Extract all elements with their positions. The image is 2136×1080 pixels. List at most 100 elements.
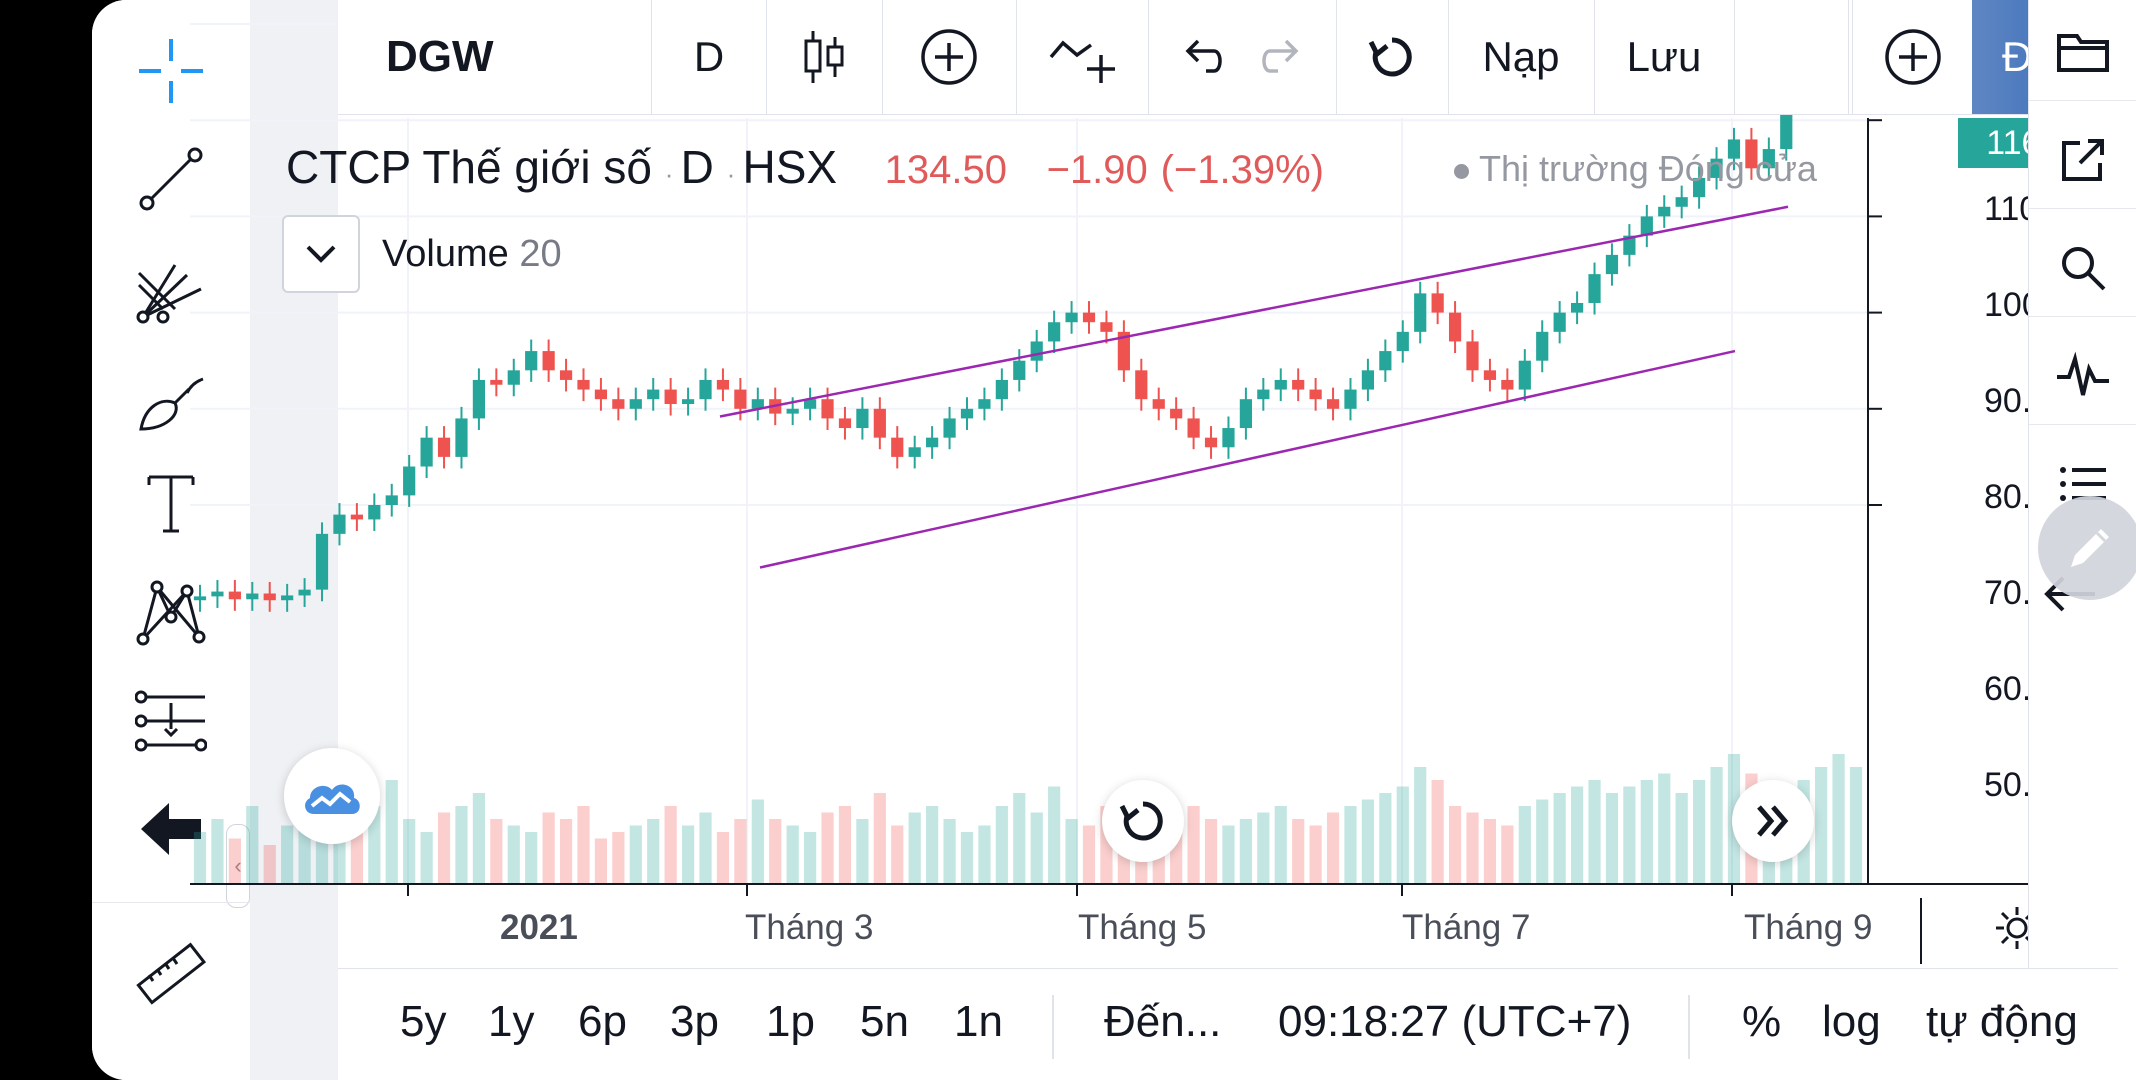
chart-type-button[interactable] [766,0,883,114]
volume-bar [1658,773,1671,884]
volume-bar [647,819,660,884]
add-button[interactable] [1852,0,1974,114]
candle [1239,399,1252,429]
empty-toolbar-space [1734,0,1849,114]
reload-icon [1368,37,1412,77]
text-tool-icon[interactable] [126,458,216,548]
range-1y-button[interactable]: 1y [488,997,535,1046]
range-1m-button[interactable]: 1p [766,997,815,1046]
goto-date-button[interactable]: Đến... [1104,997,1222,1046]
divider [1688,995,1690,1059]
volume-bar [525,832,538,884]
volume-bar [350,825,363,884]
search-button[interactable] [2029,220,2136,317]
folder-button[interactable] [2029,4,2136,101]
collapse-toolbar-tab[interactable]: ‹ [226,824,250,908]
pulse-button[interactable] [2029,328,2136,425]
candle [1257,389,1270,400]
volume-legend: Volume 20 [282,215,562,293]
symbol-search-button[interactable]: DGW [338,0,652,114]
range-5y-button[interactable]: 5y [400,997,447,1046]
save-layout-button[interactable]: Lưu [1594,0,1735,114]
draw-fab-button[interactable] [2038,496,2136,600]
candle [1361,370,1375,390]
candle [1309,389,1322,400]
undo-redo-group [1148,0,1337,114]
load-layout-button[interactable]: Nạp [1448,0,1595,114]
redo-icon[interactable] [1260,37,1308,77]
external-link-icon [2062,139,2104,181]
brush-icon[interactable] [126,358,216,448]
range-3m-button[interactable]: 3p [670,997,719,1046]
time-axis-label: Tháng 9 [1744,908,1873,947]
volume-bar [1849,767,1863,884]
candle [350,514,363,520]
ruler-icon[interactable] [126,930,216,1020]
plus-circle-icon [1885,29,1941,85]
folder-icon [2057,34,2109,72]
candle [1675,197,1688,207]
crosshair-icon[interactable] [126,26,216,116]
pulse-icon [2057,351,2109,396]
time-axis-label: 2021 [500,908,578,947]
volume-bar [681,825,695,884]
candle [1501,379,1514,390]
auto-scale-toggle[interactable]: tự động [1926,997,2078,1046]
pattern-icon[interactable] [126,566,216,656]
candle [1170,408,1183,419]
volume-bar [455,806,468,884]
volume-bar [978,825,991,884]
volume-bar [1623,786,1636,884]
indicator-add-icon [1049,40,1115,83]
legend-company-name: CTCP Thế giới số [286,141,652,193]
volume-bar [1309,825,1322,884]
compare-button[interactable] [882,0,1017,114]
chevron-down-icon [306,245,336,263]
plus-circle-icon [921,29,977,85]
candle [1762,149,1775,169]
volume-bar [873,793,886,884]
range-6m-button[interactable]: 6p [578,997,627,1046]
percent-scale-toggle[interactable]: % [1742,997,1782,1046]
range-5d-button[interactable]: 5n [860,997,909,1046]
volume-bar [891,825,904,884]
interval-button[interactable]: D [652,0,767,114]
indicators-button[interactable] [1016,0,1149,114]
trend-line-icon[interactable] [126,134,216,224]
cloud-save-button[interactable] [284,748,380,844]
volume-bar [804,832,817,884]
candle [716,379,730,390]
measure-projection-icon[interactable] [126,676,216,766]
candle [1292,379,1305,390]
range-1d-button[interactable]: 1n [954,997,1003,1046]
candle [1396,331,1409,352]
candle [926,437,939,448]
undo-icon[interactable] [1176,37,1224,77]
timezone-clock[interactable]: 09:18:27 (UTC+7) [1278,997,1632,1046]
candle [1693,177,1706,198]
pitchfork-icon[interactable] [126,246,216,336]
volume-indicator-label[interactable]: Volume 20 [382,233,562,276]
open-external-button[interactable] [2029,112,2136,209]
log-scale-toggle[interactable]: log [1822,997,1881,1046]
volume-bar [995,806,1008,884]
volume-bar [769,819,782,884]
candle [821,399,834,419]
volume-bar [1013,793,1026,884]
candle [559,370,573,380]
volume-bar [1832,754,1845,884]
candle [1048,322,1061,342]
scroll-to-realtime-button[interactable] [1732,780,1814,862]
volume-bar [821,812,834,884]
reload-button[interactable] [1336,0,1449,114]
candle [368,505,381,520]
volume-bar [1379,793,1392,884]
price-chart[interactable] [92,0,2136,1080]
reset-chart-button[interactable] [1102,780,1184,862]
back-arrow-icon[interactable] [126,784,216,874]
candle [420,437,433,467]
candle [751,399,764,409]
candle [298,589,311,596]
candle [995,379,1008,400]
collapse-legend-button[interactable] [282,215,360,293]
